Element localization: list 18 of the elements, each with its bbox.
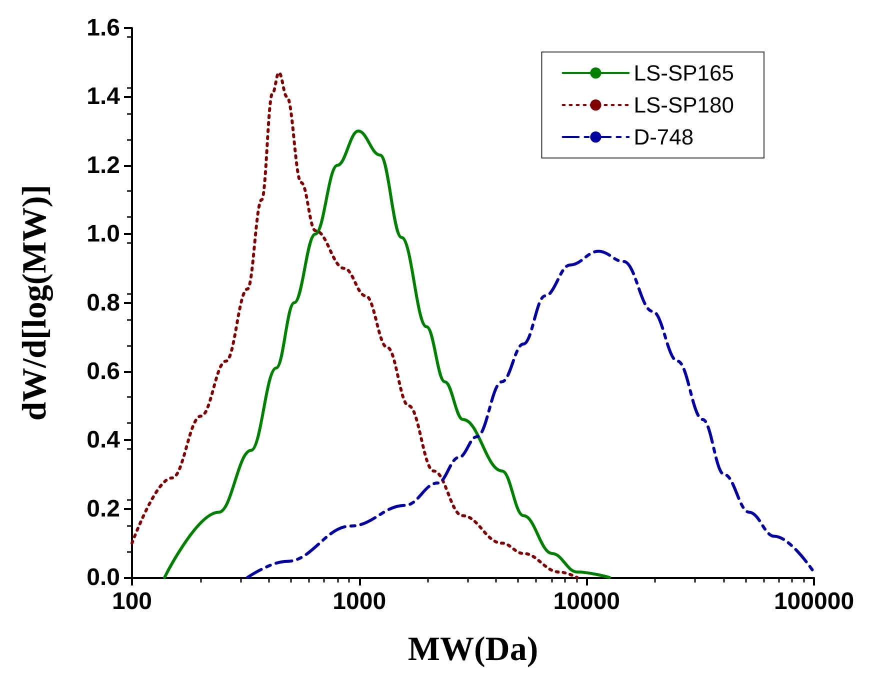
x-tick-label: 100000 (774, 588, 854, 615)
x-tick-label: 100 (112, 588, 152, 615)
y-axis-title: dW/d[log(MW)] (16, 184, 54, 421)
y-tick-label: 1.4 (86, 83, 121, 110)
legend-label: D-748 (634, 124, 694, 150)
y-tick-label: 0.6 (86, 358, 120, 385)
x-tick-label: 1000 (332, 588, 386, 615)
x-tick-label: 10000 (553, 588, 620, 615)
legend-label: LS-SP180 (634, 92, 734, 118)
y-tick-label: 1.6 (86, 14, 120, 42)
y-tick-label: 1.2 (86, 152, 120, 179)
y-tick-label: 1.0 (86, 220, 120, 248)
y-tick-label: 0.4 (86, 426, 121, 454)
y-tick-label: 0.2 (86, 495, 120, 522)
legend-label: LS-SP165 (634, 60, 734, 86)
y-tick-label: 0.0 (86, 564, 120, 591)
x-axis-title: MW(Da) (408, 631, 538, 668)
y-tick-label: 0.8 (86, 289, 120, 316)
